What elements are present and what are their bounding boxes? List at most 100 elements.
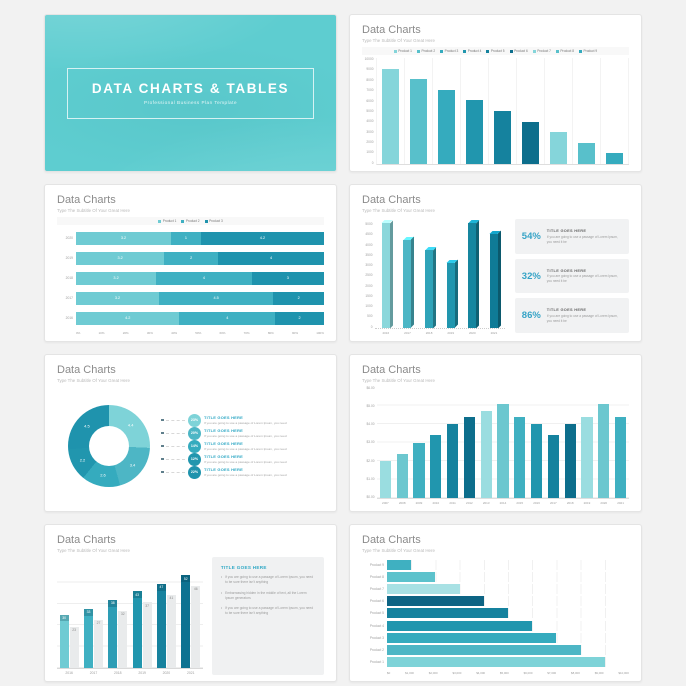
slide-3d-column-chart[interactable]: Data Charts Type The Subtitle Of Your Gr… xyxy=(349,184,642,342)
callout-list: 23% TITLE GOES HERE If you are going to us… xyxy=(161,413,324,480)
bar-segment: 4 xyxy=(218,251,325,265)
slide-horizontal-bar-chart[interactable]: Data Charts Type The Subtitle Of Your Gr… xyxy=(349,524,642,682)
bar xyxy=(497,403,509,498)
bar-slot xyxy=(545,58,573,164)
x-tick-label: $2,000 xyxy=(428,671,438,675)
bar xyxy=(581,416,593,498)
callout-percent: 14% xyxy=(188,439,201,453)
horizontal-bar-chart: Product 9 Product 8 Product 7 Product 6 Prod… xyxy=(362,557,629,675)
bar xyxy=(387,656,605,667)
bar-segment: 3.2 xyxy=(76,271,157,285)
slice-label: 2.2 xyxy=(79,457,86,463)
bar xyxy=(465,100,484,164)
bar-value-label: 33 xyxy=(83,609,93,616)
connector-line xyxy=(165,471,185,473)
legend-swatch-icon xyxy=(158,219,162,223)
bar-segment: 4 xyxy=(179,311,276,325)
x-tick-label: $9,000 xyxy=(594,671,604,675)
slide-subheading: Type The Subtitle Of Your Great Here xyxy=(57,208,130,213)
legend-item: Product 2 xyxy=(416,49,436,53)
legend-item: Product 3 xyxy=(204,219,223,223)
callout-connector xyxy=(161,457,185,461)
bar-segment: 4 xyxy=(156,271,252,285)
connector-square-icon xyxy=(161,457,164,461)
bar xyxy=(549,132,568,164)
bar-row: Product 6 xyxy=(362,596,629,607)
x-tick-label: $1,000 xyxy=(405,671,414,675)
y-tick-label: $0.00 xyxy=(366,494,375,499)
bar-3d xyxy=(403,236,415,328)
y-tick-label: 500 xyxy=(367,314,373,319)
plot-row: 10000 9000 8000 7000 6000 5000 4000 3000 2000 100… xyxy=(362,57,629,165)
stacked-bar: 3.2 4.5 2 xyxy=(76,291,324,305)
x-tick-label: 2009 xyxy=(415,501,423,505)
note-item: • If you are going to use a passage of Lo… xyxy=(221,606,315,617)
x-axis: 0% 10% 20% 30% 40% 50% 60% 70% 80% 90% 100% xyxy=(76,331,324,335)
stacked-row: 2016 4.2 4 2 xyxy=(57,311,324,325)
bar xyxy=(387,584,460,595)
x-tick-label: 2015 xyxy=(516,501,524,505)
bar-slot xyxy=(517,58,545,164)
slide-grouped-column-chart[interactable]: Data Charts Type The Subtitle Of Your Gr… xyxy=(44,524,337,682)
bar-value-label: 27 xyxy=(96,621,101,626)
callout-percent: 23% xyxy=(188,413,201,427)
bar-secondary: 23 xyxy=(69,626,79,668)
bar-track xyxy=(387,656,629,667)
stat-body: If you are going to use a passage of Lor… xyxy=(546,234,618,244)
x-tick-label: 70% xyxy=(243,331,250,335)
bar-group: 43 37 xyxy=(130,561,154,668)
bar-slot xyxy=(528,387,545,498)
x-tick-label: 50% xyxy=(195,331,202,335)
stat-value: 86% xyxy=(521,310,541,322)
bar-segment: 2 xyxy=(275,311,324,325)
bar-primary: 43 xyxy=(132,591,142,668)
bar-segment: 1 xyxy=(170,231,202,245)
bar xyxy=(387,560,412,571)
bar-segment: 4.5 xyxy=(158,291,274,305)
callout-item: 20% TITLE GOES HERE If you are going to us… xyxy=(161,426,324,440)
legend-swatch-icon xyxy=(440,49,444,53)
y-tick-label: 2000 xyxy=(365,283,373,288)
bar-track xyxy=(387,572,629,583)
bar-row: Product 1 xyxy=(362,656,629,667)
bar xyxy=(381,68,400,164)
x-tick-label: 2020 xyxy=(468,331,476,335)
callout-body: If you are going to use a passage of Lor… xyxy=(204,421,287,425)
x-tick-label: 2021 xyxy=(186,671,195,675)
bar-segment: 4.2 xyxy=(76,311,180,325)
slide-stacked-bar-chart[interactable]: Data Charts Type The Subtitle Of Your Gr… xyxy=(44,184,337,342)
callout-body: If you are going to use a passage of Lor… xyxy=(204,473,287,477)
x-tick-label: 2014 xyxy=(499,501,507,505)
y-tick-label: 0 xyxy=(371,160,374,165)
legend-item: Product 1 xyxy=(158,219,176,223)
callout-title: TITLE GOES HERE xyxy=(204,467,244,472)
stat-text: TITLE GOES HERE If you are going to use a… xyxy=(547,307,622,323)
stat-title: TITLE GOES HERE xyxy=(546,228,587,234)
slide-yearly-column-chart[interactable]: Data Charts Type The Subtitle Of Your Gr… xyxy=(349,354,642,512)
legend-label: Product 2 xyxy=(421,49,436,53)
bar-slot xyxy=(377,58,405,164)
slide-cover[interactable]: DATA CHARTS & TABLES Professional Busine… xyxy=(44,14,337,172)
y-tick-label: 3000 xyxy=(365,263,373,268)
bar-track xyxy=(387,620,629,631)
x-tick-label: $0 xyxy=(387,671,391,675)
bar-row: Product 2 xyxy=(362,644,629,655)
callout-connector xyxy=(161,444,185,448)
x-tick-label: 2016 xyxy=(382,331,390,335)
bar-value-label: 52 xyxy=(181,575,191,582)
y-tick-label: 0 xyxy=(370,324,373,329)
bar-slot xyxy=(545,387,562,498)
legend-item: Product 6 xyxy=(509,49,528,53)
x-axis: 2016 2017 2018 2019 2020 2021 xyxy=(57,671,203,675)
legend-label: Product 6 xyxy=(514,49,528,53)
y-tick-label: 4000 xyxy=(366,119,374,124)
bar-value-label: 43 xyxy=(132,591,142,598)
category-label: Product 2 xyxy=(369,647,384,652)
legend-swatch-icon xyxy=(509,49,513,53)
slide-products-column-chart[interactable]: Data Charts Type The Subtitle Of Your Gr… xyxy=(349,14,642,172)
y-tick-label: $5.00 xyxy=(366,404,375,409)
notes-title: TITLE GOES HERE xyxy=(220,565,267,570)
x-tick-label: 2016 xyxy=(533,501,540,505)
slide-donut-chart[interactable]: Data Charts Type The Subtitle Of Your Gr… xyxy=(44,354,337,512)
x-tick-label: 2020 xyxy=(162,671,171,675)
